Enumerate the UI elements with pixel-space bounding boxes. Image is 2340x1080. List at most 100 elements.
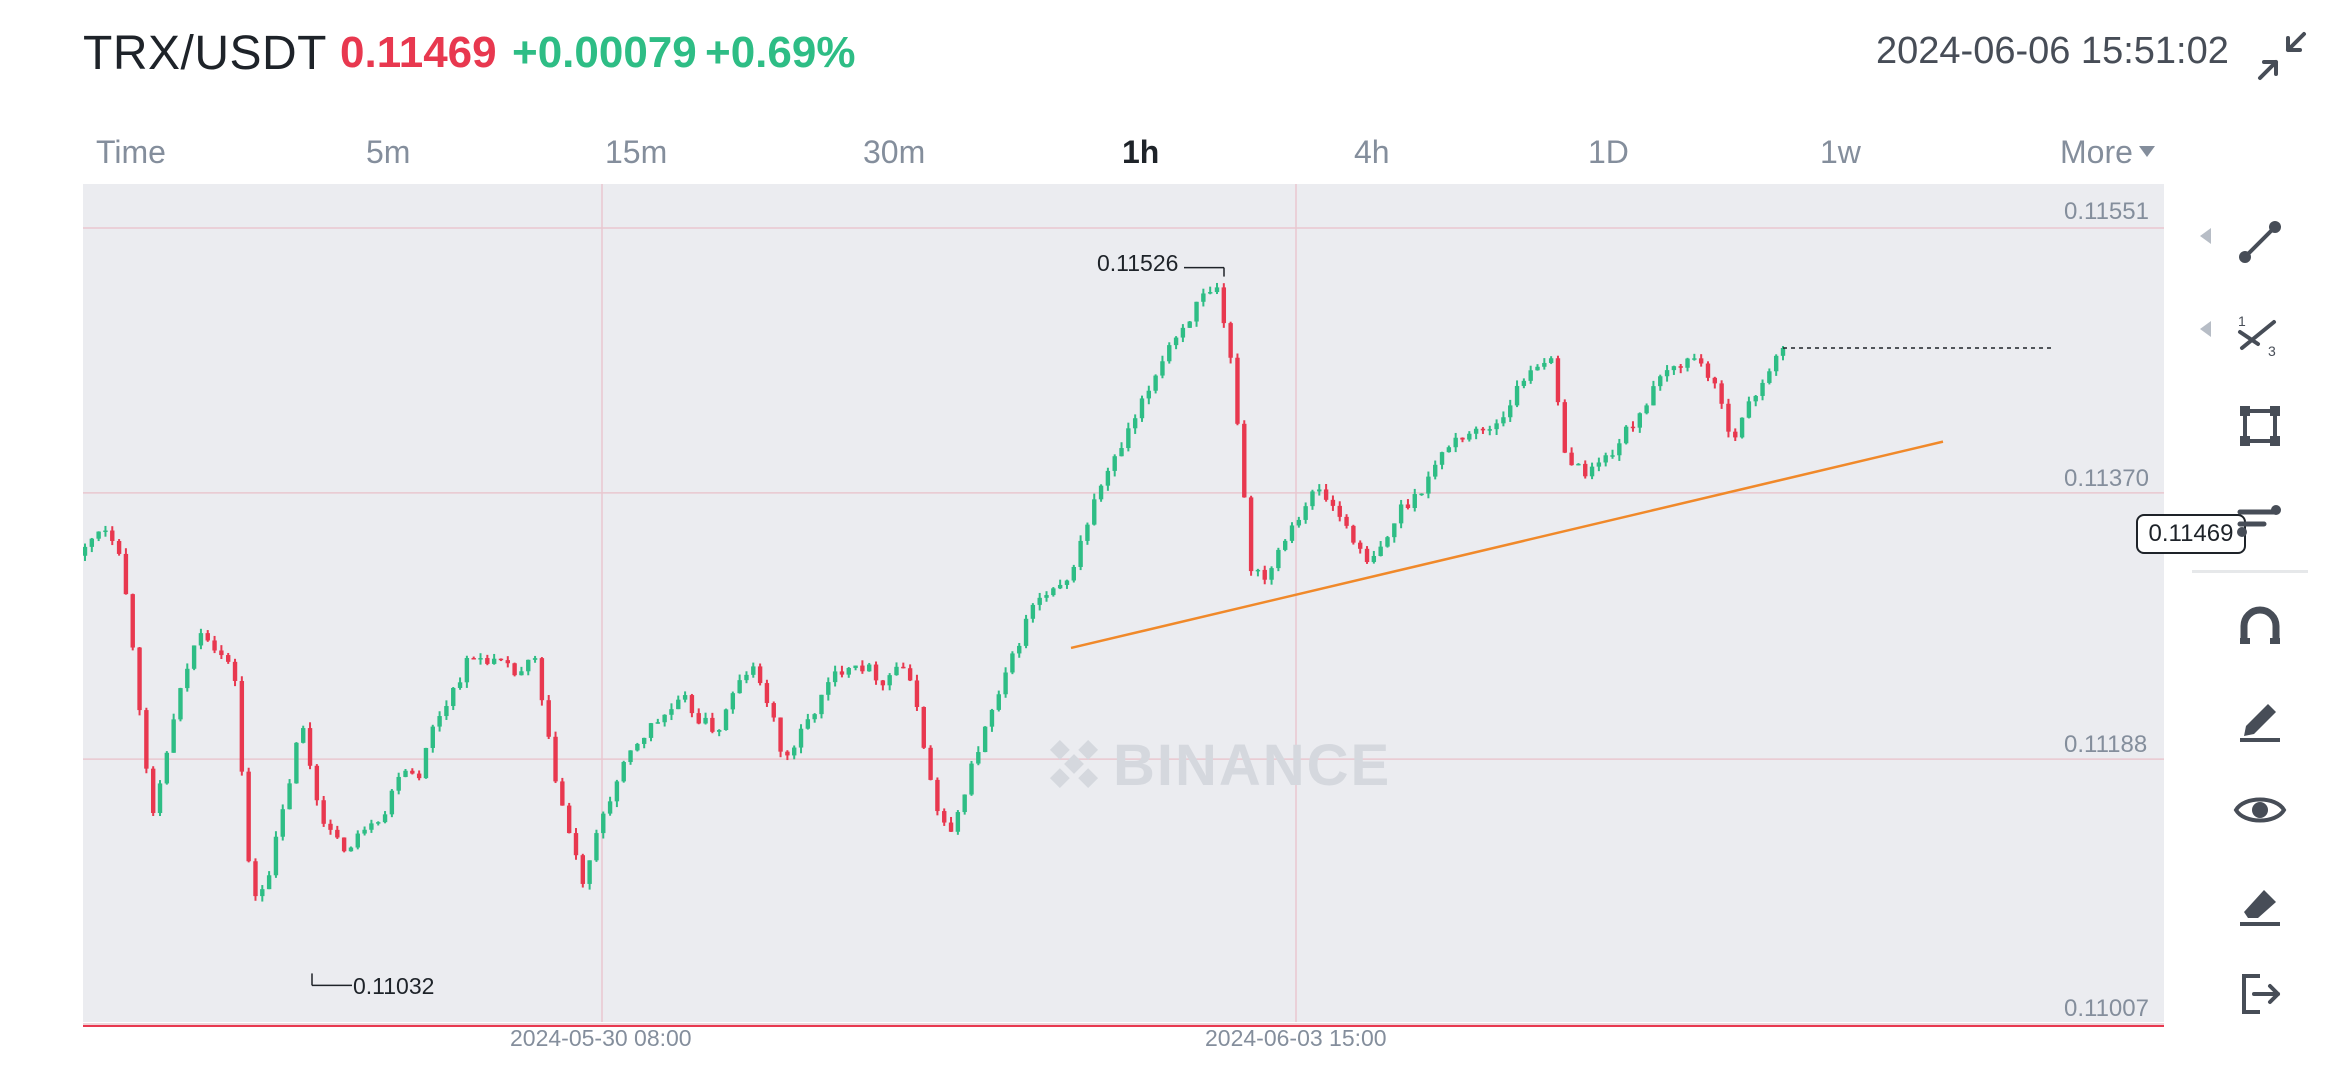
chart-canvas[interactable] [83,184,2164,1054]
watermark-logo: BINANCE [1043,732,1391,799]
candle-body [1276,549,1281,569]
rectangle-tool-button[interactable] [2230,396,2290,456]
fibonacci-tool-button[interactable]: 1 3 [2230,304,2290,364]
tab-15m[interactable]: 15m [605,134,668,170]
price-range-tool-button[interactable] [2230,488,2290,548]
pair-title[interactable]: TRX/USDT [83,27,327,80]
candle-body [294,742,299,784]
trend-line-tool-button[interactable] [2230,212,2290,272]
candle-body [1617,443,1622,456]
candle-body [1651,386,1656,406]
candle-body [1289,525,1295,541]
candle-body [144,710,149,769]
tab-time[interactable]: Time [96,134,166,170]
candle-body [1092,499,1097,525]
ticker-header: TRX/USDT 0.11469 +0.00079 +0.69% 2024-06… [0,0,2340,110]
candle-body [1637,413,1642,428]
candle-body [962,794,967,813]
brush-tool-button[interactable] [2230,688,2290,748]
time-axis-label: 2024-06-03 15:00 [1205,1025,1387,1051]
candle-body [519,671,524,676]
candle-body [894,666,899,676]
candle-body [887,675,892,686]
candle-body [205,633,210,641]
tab-1d[interactable]: 1D [1588,134,1629,170]
tab-4h[interactable]: 4h [1354,134,1390,170]
candle-body [1508,405,1513,418]
candle-body [280,809,285,837]
tab-30m[interactable]: 30m [863,134,926,170]
tab-5m[interactable]: 5m [366,134,411,170]
candle-body [1630,426,1636,429]
candle-body [1344,516,1349,526]
candle-body [641,737,647,744]
candle-body [301,728,306,743]
candle-body [1658,376,1663,387]
candle-body [1562,402,1567,453]
candle-body [689,695,695,714]
candle-body [185,668,190,689]
exit-fullscreen-button[interactable] [2252,26,2312,86]
price-change: +0.00079 [512,28,697,77]
exit-drawing-icon [2242,974,2280,1014]
candle-body [682,695,688,700]
candle-body [191,645,197,669]
current-price-tag: 0.11469 [2136,514,2246,554]
candle-body [1132,418,1138,429]
candlestick-chart[interactable]: BINANCE 0.11551 0.11370 0.11188 0.11007 … [83,184,2246,1054]
chart-background [83,184,2164,1022]
candle-body [928,747,933,780]
visibility-tool-button[interactable] [2230,780,2290,840]
more-intervals-dropdown[interactable]: More [2060,134,2155,171]
candle-body [798,728,804,748]
candle-body [1194,301,1199,322]
candle-body [1071,566,1076,581]
candle-body [1201,293,1206,302]
candle-body [996,694,1001,710]
exit-drawing-button[interactable] [2230,964,2290,1024]
candle-body [526,659,531,672]
last-price: 0.11469 [340,28,497,77]
candle-body [989,709,995,727]
price-axis-label: 0.11007 [2064,995,2149,1022]
candle-body [1337,505,1342,517]
candle-body [1480,428,1486,431]
binance-logo-icon [1049,739,1099,789]
tab-1h[interactable]: 1h [1122,134,1160,170]
candle-body [1017,645,1022,654]
candle-body [628,750,633,763]
candle-body [83,546,88,556]
eye-icon [2233,797,2287,823]
candle-body [130,594,135,648]
caret-down-icon [2138,146,2155,157]
magnet-tool-button[interactable] [2230,596,2290,656]
tab-1w[interactable]: 1w [1820,134,1861,170]
candle-body [498,658,504,661]
candle-body [805,719,811,729]
candle-body [212,640,217,651]
candle-body [505,660,510,664]
candle-body [737,680,742,694]
candle-body [1146,390,1152,399]
candle-body [901,666,906,669]
trendline [1070,440,1944,650]
eraser-tool-button[interactable] [2230,872,2290,932]
candle-body [1712,377,1718,384]
candle-body [1398,504,1404,524]
candle-body [430,726,435,748]
candle-body [1139,398,1145,419]
candle-body [587,860,592,884]
candle-body [1085,524,1090,541]
candle-body [1296,519,1302,526]
candle-body [553,736,558,782]
candle-body [1467,433,1472,440]
candle-body [1310,491,1315,507]
candle-body [853,665,858,669]
candle-body [880,680,886,686]
candle-body [601,813,606,834]
candle-body [1385,537,1390,547]
candle-body [560,781,565,806]
candle-body [1603,455,1608,463]
submenu-indicator-icon [2200,321,2211,337]
toolbar-divider [2192,570,2308,573]
